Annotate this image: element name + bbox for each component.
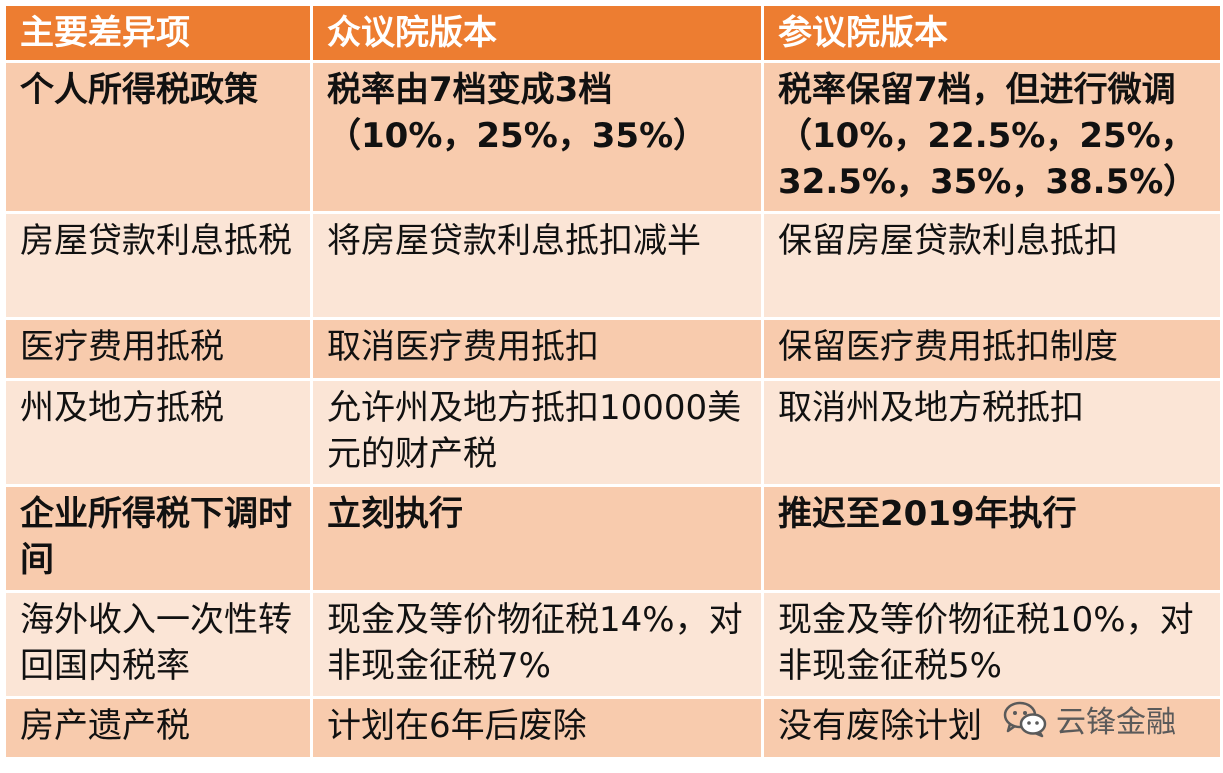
header-row: 主要差异项 众议院版本 参议院版本 xyxy=(3,3,1223,63)
item-cell: 海外收入一次性转回国内税率 xyxy=(3,590,313,699)
wechat-icon xyxy=(1003,701,1047,738)
house-cell: 税率由7档变成3档（10%，25%，35%） xyxy=(310,60,764,214)
table-row: 房产遗产税 计划在6年后废除 没有废除计划 xyxy=(3,696,1223,760)
senate-cell: 没有废除计划 xyxy=(761,696,1223,760)
house-cell: 现金及等价物征税14%，对非现金征税7% xyxy=(310,590,764,699)
item-cell: 房屋贷款利息抵税 xyxy=(3,211,313,320)
senate-cell: 税率保留7档，但进行微调（10%，22.5%，25%，32.5%，35%，38.… xyxy=(761,60,1223,214)
table-row: 企业所得税下调时间 立刻执行 推迟至2019年执行 xyxy=(3,484,1223,593)
table-row: 医疗费用抵税 取消医疗费用抵扣 保留医疗费用抵扣制度 xyxy=(3,317,1223,381)
watermark-text: 云锋金融 xyxy=(1056,705,1176,740)
senate-cell: 推迟至2019年执行 xyxy=(761,484,1223,593)
comparison-table: 主要差异项 众议院版本 参议院版本 个人所得税政策 税率由7档变成3档（10%，… xyxy=(3,3,1223,760)
header-item: 主要差异项 xyxy=(3,3,313,63)
header-house: 众议院版本 xyxy=(310,3,764,63)
table-row: 州及地方抵税 允许州及地方抵扣10000美元的财产税 取消州及地方税抵扣 xyxy=(3,378,1223,487)
senate-cell: 保留医疗费用抵扣制度 xyxy=(761,317,1223,381)
item-cell: 房产遗产税 xyxy=(3,696,313,760)
item-cell: 企业所得税下调时间 xyxy=(3,484,313,593)
house-cell: 将房屋贷款利息抵扣减半 xyxy=(310,211,764,320)
item-cell: 医疗费用抵税 xyxy=(3,317,313,381)
watermark: 云锋金融 xyxy=(1002,697,1176,741)
house-cell: 允许州及地方抵扣10000美元的财产税 xyxy=(310,378,764,487)
senate-cell: 现金及等价物征税10%，对非现金征税5% xyxy=(761,590,1223,699)
item-cell: 个人所得税政策 xyxy=(3,60,313,214)
house-cell: 立刻执行 xyxy=(310,484,764,593)
senate-cell: 保留房屋贷款利息抵扣 xyxy=(761,211,1223,320)
house-cell: 计划在6年后废除 xyxy=(310,696,764,760)
table-row: 房屋贷款利息抵税 将房屋贷款利息抵扣减半 保留房屋贷款利息抵扣 xyxy=(3,211,1223,320)
table-row: 海外收入一次性转回国内税率 现金及等价物征税14%，对非现金征税7% 现金及等价… xyxy=(3,590,1223,699)
house-cell: 取消医疗费用抵扣 xyxy=(310,317,764,381)
item-cell: 州及地方抵税 xyxy=(3,378,313,487)
table-row: 个人所得税政策 税率由7档变成3档（10%，25%，35%） 税率保留7档，但进… xyxy=(3,60,1223,214)
senate-cell: 取消州及地方税抵扣 xyxy=(761,378,1223,487)
header-senate: 参议院版本 xyxy=(761,3,1223,63)
